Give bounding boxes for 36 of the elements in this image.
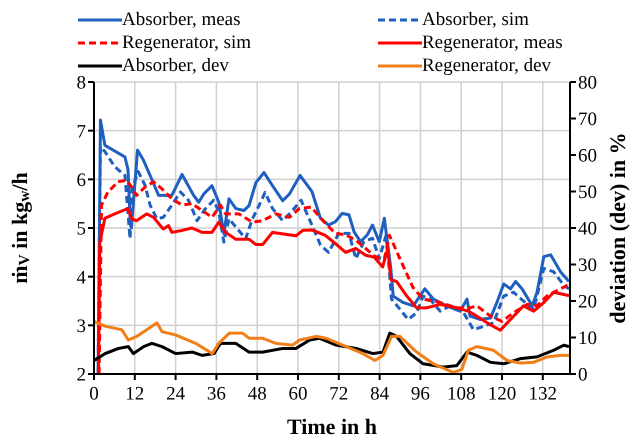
y2-tick-label: 30 [578, 255, 597, 276]
y-tick-label: 2 [76, 364, 86, 386]
y2-tick-label: 20 [578, 292, 597, 313]
y-tick-label: 6 [76, 170, 86, 192]
x-tick-label: 96 [410, 383, 430, 404]
x-tick-label: 108 [446, 383, 476, 404]
x-tick-label: 72 [329, 383, 348, 404]
x-tick-label: 84 [370, 383, 390, 404]
x-tick-label: 132 [528, 383, 558, 404]
y2-tick-label: 50 [578, 182, 597, 204]
x-tick-label: 12 [125, 383, 144, 404]
y-tick-label: 3 [76, 316, 86, 338]
y-tick-label: 7 [76, 121, 86, 142]
x-tick-label: 120 [488, 383, 516, 404]
legend-label: Regenerator, dev [422, 54, 552, 77]
legend-label: Absorber, sim [422, 8, 529, 31]
y2-tick-label: 0 [578, 364, 588, 386]
x-tick-label: 24 [166, 383, 186, 404]
y-tick-label: 5 [76, 218, 86, 240]
x-tick-label: 60 [288, 383, 308, 404]
y2-tick-label: 60 [578, 146, 597, 167]
y2-axis-title: deviation (dev) in % [605, 132, 630, 324]
y2-tick-label: 70 [578, 109, 597, 130]
x-tick-label: 0 [89, 383, 99, 404]
x-axis-title: Time in h [286, 414, 378, 439]
y2-tick-label: 10 [578, 328, 597, 350]
x-tick-label: 48 [248, 383, 267, 404]
legend-label: Regenerator, meas [422, 31, 563, 54]
legend-label: Regenerator, sim [122, 31, 252, 54]
y2-tick-label: 40 [578, 218, 597, 240]
legend-label: Absorber, meas [122, 8, 240, 31]
y-tick-label: 4 [76, 267, 86, 288]
legend-label: Absorber, dev [122, 54, 229, 77]
y2-tick-label: 80 [578, 72, 597, 94]
x-tick-label: 36 [206, 383, 226, 404]
y-tick-label: 8 [76, 72, 86, 94]
